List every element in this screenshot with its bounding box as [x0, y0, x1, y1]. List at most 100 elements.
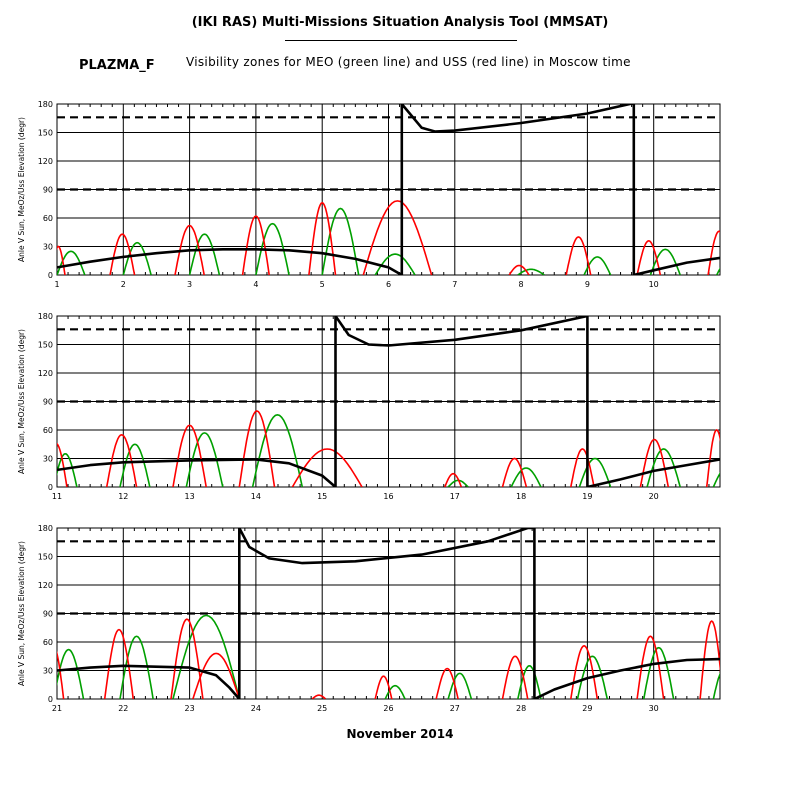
- uss-pass-curve: [508, 264, 530, 275]
- y-tick-label: 60: [43, 638, 53, 647]
- sun-angle-curve: [57, 316, 720, 487]
- y-tick-label: 60: [43, 214, 53, 223]
- uss-pass-curve: [570, 644, 599, 699]
- uss-pass-curve: [565, 236, 592, 275]
- x-tick-label: 27: [450, 704, 460, 713]
- y-tick-label: 180: [38, 312, 53, 321]
- meo-pass-curve: [643, 646, 675, 699]
- y-tick-label: 0: [48, 695, 53, 704]
- x-tick-label: 5: [320, 280, 325, 289]
- x-tick-label: 18: [516, 492, 526, 501]
- title-underline: [285, 40, 517, 41]
- sun-angle-curve: [57, 104, 720, 275]
- y-tick-label: 0: [48, 483, 53, 492]
- uss-pass-curve: [241, 215, 270, 275]
- uss-pass-curve: [705, 429, 720, 487]
- y-tick-label: 30: [43, 243, 53, 252]
- meo-pass-curve: [649, 248, 681, 275]
- y-tick-label: 180: [38, 100, 53, 109]
- y-tick-label: 90: [43, 610, 53, 619]
- uss-pass-curve: [109, 233, 136, 275]
- uss-pass-curve: [636, 239, 662, 275]
- meo-pass-curve: [447, 479, 469, 487]
- chart-panel-1: 0 30 60 90 120 150 180 1 2 3 4 5 6 7 8 9 10 Anle V Sun, M…: [17, 100, 721, 289]
- x-tick-label: 1: [54, 280, 59, 289]
- meo-pass-curve: [119, 443, 151, 487]
- uss-pass-curve: [172, 424, 207, 487]
- uss-pass-curve: [238, 410, 276, 487]
- x-axis-title: November 2014: [346, 727, 454, 741]
- x-tick-label: 11: [52, 492, 62, 501]
- y-axis-title: Anle V Sun, MeOz/Uss Elevation (degr): [17, 329, 26, 474]
- x-tick-label: 25: [317, 704, 327, 713]
- y-tick-label: 120: [38, 369, 53, 378]
- meo-pass-curve: [447, 672, 473, 699]
- meo-pass-curve: [517, 268, 545, 275]
- x-tick-label: 12: [118, 492, 128, 501]
- y-tick-label: 60: [43, 426, 53, 435]
- x-tick-label: 13: [185, 492, 195, 501]
- uss-pass-curve: [362, 200, 433, 275]
- x-tick-label: 8: [519, 280, 524, 289]
- meo-pass-curve: [576, 655, 609, 699]
- y-tick-label: 120: [38, 157, 53, 166]
- x-tick-label: 4: [253, 280, 258, 289]
- uss-pass-curve: [311, 694, 327, 699]
- x-tick-label: 9: [585, 280, 590, 289]
- chart-subtitle: Visibility zones for MEO (green line) an…: [186, 55, 631, 69]
- x-tick-label: 19: [582, 492, 592, 501]
- meo-pass-curve: [510, 467, 542, 487]
- y-tick-label: 30: [43, 455, 53, 464]
- uss-pass-curve: [435, 667, 459, 699]
- uss-pass-curve: [639, 438, 670, 487]
- x-tick-label: 20: [649, 492, 659, 501]
- meo-pass-curve: [57, 648, 85, 699]
- x-tick-label: 29: [582, 704, 592, 713]
- y-tick-label: 150: [38, 129, 53, 138]
- y-tick-label: 150: [38, 341, 53, 350]
- uss-pass-curve: [192, 652, 241, 699]
- x-tick-label: 10: [649, 280, 659, 289]
- meo-pass-curve: [517, 664, 542, 699]
- uss-pass-curve: [570, 448, 595, 487]
- x-tick-label: 2: [121, 280, 126, 289]
- y-tick-label: 90: [43, 398, 53, 407]
- x-tick-label: 7: [452, 280, 457, 289]
- y-axis-title: Anle V Sun, MeOz/Uss Elevation (degr): [17, 541, 26, 686]
- meo-pass-curve: [251, 413, 304, 487]
- meo-pass-curve: [384, 684, 406, 699]
- x-tick-label: 28: [516, 704, 526, 713]
- uss-pass-curve: [103, 628, 134, 699]
- uss-pass-curve: [501, 457, 528, 487]
- meo-pass-curve: [712, 472, 720, 487]
- uss-pass-curve: [57, 245, 66, 275]
- y-axis-title: Anle V Sun, MeOz/Uss Elevation (degr): [17, 117, 26, 262]
- x-tick-label: 22: [118, 704, 128, 713]
- x-tick-label: 24: [251, 704, 261, 713]
- x-tick-label: 17: [450, 492, 460, 501]
- y-tick-label: 120: [38, 581, 53, 590]
- meo-pass-curve: [188, 233, 221, 275]
- chart-panel-3: 0 30 60 90 120 150 180 21 22 23 24 25 26 27 28 29 30 Anle…: [17, 524, 721, 713]
- meo-pass-curve: [172, 614, 241, 699]
- x-tick-label: 3: [187, 280, 192, 289]
- x-tick-label: 14: [251, 492, 261, 501]
- uss-pass-curve: [57, 442, 68, 487]
- uss-pass-curve: [501, 655, 529, 699]
- meo-pass-curve: [321, 207, 360, 275]
- uss-pass-curve: [444, 472, 463, 487]
- y-tick-label: 90: [43, 186, 53, 195]
- sun-angle-curve: [57, 528, 720, 699]
- uss-pass-curve: [374, 675, 393, 699]
- x-tick-label: 21: [52, 704, 62, 713]
- meo-pass-curve: [578, 457, 612, 487]
- x-tick-label: 6: [386, 280, 391, 289]
- uss-pass-curve: [170, 618, 204, 699]
- y-tick-label: 180: [38, 524, 53, 533]
- x-tick-label: 30: [649, 704, 659, 713]
- y-tick-label: 150: [38, 553, 53, 562]
- page-title: (IKI RAS) Multi-Missions Situation Analy…: [191, 15, 609, 30]
- meo-pass-curve: [122, 241, 152, 275]
- uss-pass-curve: [707, 230, 720, 275]
